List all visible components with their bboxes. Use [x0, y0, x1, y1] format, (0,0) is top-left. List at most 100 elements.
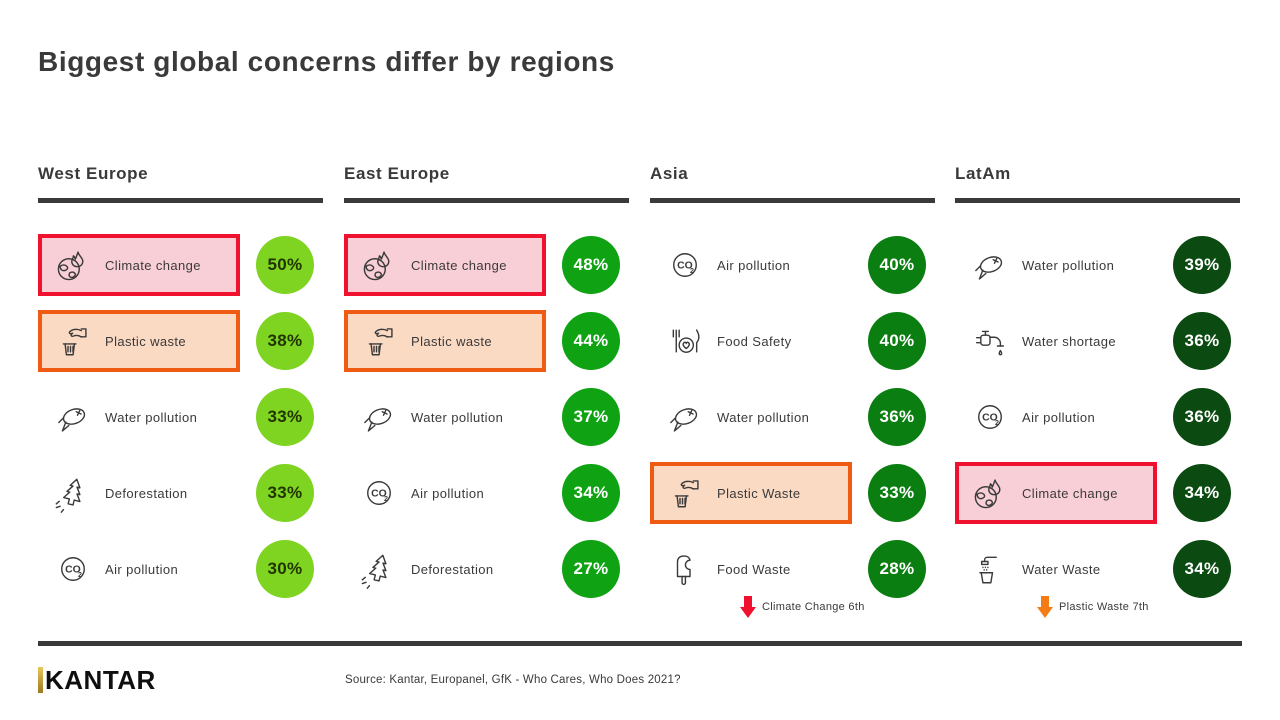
dead-fish-icon	[55, 405, 89, 432]
region-column-east-europe: East Europe Climate change 48% Plastic w…	[344, 165, 629, 601]
highlight-box-red: Climate change	[344, 234, 546, 296]
concern-label: Climate change	[1022, 485, 1118, 501]
co2-icon	[978, 405, 1002, 429]
earth-fire-icon	[974, 479, 1001, 509]
concern-row: Deforestation 27%	[344, 537, 629, 601]
concern-list: Climate change 50% Plastic waste 38% Wat…	[38, 233, 323, 601]
concern-labelbox: Water pollution	[955, 234, 1157, 296]
co2-icon	[367, 481, 391, 505]
region-title: LatAm	[955, 164, 1011, 183]
dead-fish-icon	[972, 253, 1006, 280]
region-column-west-europe: West Europe Climate change 50% Plastic w…	[38, 165, 323, 601]
value-circle: 30%	[256, 540, 314, 598]
concern-label: Plastic waste	[105, 333, 187, 349]
concern-label: Climate change	[105, 257, 201, 273]
concern-row: Water pollution 36%	[650, 385, 935, 449]
down-arrow-icon	[740, 596, 756, 618]
concern-row: Air pollution 30%	[38, 537, 323, 601]
concern-label: Water pollution	[411, 409, 504, 425]
annotation-text: Plastic Waste 7th	[1059, 601, 1149, 613]
concern-row: Deforestation 33%	[38, 461, 323, 525]
value-circle: 36%	[1173, 312, 1231, 370]
region-column-asia: Asia Air pollution 40% Food Safety 40% W…	[650, 165, 935, 620]
concern-label: Water pollution	[1022, 257, 1115, 273]
concern-label: Plastic waste	[411, 333, 493, 349]
value-circle: 33%	[256, 388, 314, 446]
concern-labelbox: Water shortage	[955, 310, 1157, 372]
concern-label: Food Waste	[717, 561, 791, 577]
region-divider	[344, 198, 629, 203]
concern-labelbox: Air pollution	[38, 538, 240, 600]
region-divider	[955, 198, 1240, 203]
concern-label: Air pollution	[1022, 409, 1096, 425]
concern-row: Plastic waste 38%	[38, 309, 323, 373]
value-circle: 48%	[562, 236, 620, 294]
kantar-logo-gold-bar	[38, 667, 43, 693]
down-arrow-icon	[1037, 596, 1053, 618]
annotation-text: Climate Change 6th	[762, 601, 865, 613]
concern-label: Climate change	[411, 257, 507, 273]
page-title: Biggest global concerns differ by region…	[38, 46, 615, 77]
hand-trash-icon	[62, 328, 87, 356]
concern-label: Water pollution	[105, 409, 198, 425]
concern-row: Air pollution 34%	[344, 461, 629, 525]
concern-row: Food Safety 40%	[650, 309, 935, 373]
highlight-box-red: Climate change	[955, 462, 1157, 524]
hand-trash-icon	[368, 328, 393, 356]
water-shortage-icon	[975, 330, 1005, 356]
concern-row: Climate change 34%	[955, 461, 1240, 525]
value-circle: 27%	[562, 540, 620, 598]
earth-fire-icon	[363, 251, 390, 281]
concern-row: Climate change 48%	[344, 233, 629, 297]
concern-row: Climate change 50%	[38, 233, 323, 297]
value-circle: 50%	[256, 236, 314, 294]
rank-annotation: Plastic Waste 7th	[1037, 594, 1240, 620]
concern-labelbox: Air pollution	[650, 234, 852, 296]
concern-row: Air pollution 36%	[955, 385, 1240, 449]
water-waste-icon	[979, 556, 997, 584]
concern-row: Food Waste 28%	[650, 537, 935, 601]
value-circle: 40%	[868, 312, 926, 370]
value-circle: 36%	[1173, 388, 1231, 446]
value-circle: 28%	[868, 540, 926, 598]
concern-labelbox: Water pollution	[38, 386, 240, 448]
concern-labelbox: Deforestation	[344, 538, 546, 600]
value-circle: 34%	[562, 464, 620, 522]
concern-label: Deforestation	[411, 561, 494, 577]
concern-label: Water Waste	[1022, 561, 1101, 577]
concern-row: Water shortage 36%	[955, 309, 1240, 373]
concern-row: Plastic waste 44%	[344, 309, 629, 373]
value-circle: 38%	[256, 312, 314, 370]
concern-list: Air pollution 40% Food Safety 40% Water …	[650, 233, 935, 601]
region-divider	[38, 198, 323, 203]
dead-fish-icon	[361, 405, 395, 432]
falling-tree-icon	[55, 476, 86, 513]
concern-label: Air pollution	[411, 485, 485, 501]
region-divider	[650, 198, 935, 203]
concern-label: Deforestation	[105, 485, 188, 501]
region-title: Asia	[650, 164, 689, 183]
concern-list: Water pollution 39% Water shortage 36% A…	[955, 233, 1240, 601]
concern-label: Water shortage	[1022, 333, 1116, 349]
co2-icon	[673, 253, 697, 277]
concern-labelbox: Water Waste	[955, 538, 1157, 600]
value-circle: 33%	[868, 464, 926, 522]
source-text: Source: Kantar, Europanel, GfK - Who Car…	[345, 674, 681, 686]
concern-labelbox: Air pollution	[955, 386, 1157, 448]
concern-labelbox: Water pollution	[650, 386, 852, 448]
concern-label: Plastic Waste	[717, 485, 801, 501]
concern-row: Plastic Waste 33%	[650, 461, 935, 525]
earth-fire-icon	[57, 251, 84, 281]
dead-fish-icon	[667, 405, 701, 432]
hand-trash-icon	[674, 480, 699, 508]
concern-row: Water pollution 39%	[955, 233, 1240, 297]
highlight-box-orange: Plastic Waste	[650, 462, 852, 524]
value-circle: 37%	[562, 388, 620, 446]
value-circle: 34%	[1173, 540, 1231, 598]
food-waste-icon	[676, 555, 691, 586]
rank-annotation: Climate Change 6th	[740, 594, 935, 620]
concern-row: Water Waste 34%	[955, 537, 1240, 601]
value-circle: 44%	[562, 312, 620, 370]
concern-label: Food Safety	[717, 333, 792, 349]
region-title: East Europe	[344, 164, 450, 183]
